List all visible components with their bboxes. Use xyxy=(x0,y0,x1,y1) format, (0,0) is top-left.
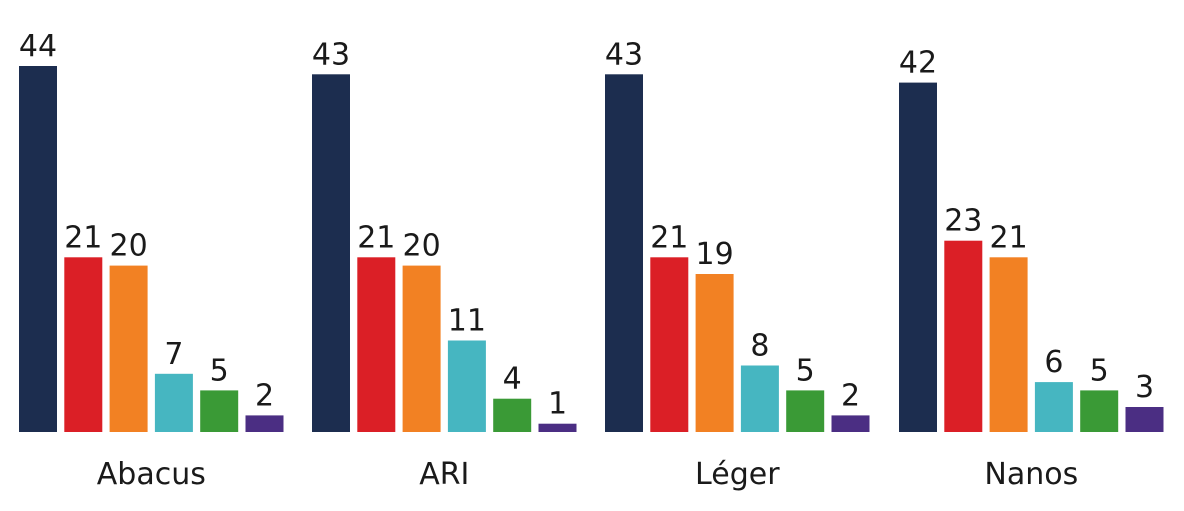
bar-abacus-3 xyxy=(109,265,148,432)
bar-abacus-5 xyxy=(200,390,239,432)
bar-abacus-2 xyxy=(64,257,103,432)
value-label: 21 xyxy=(650,220,688,255)
value-label: 11 xyxy=(448,304,486,339)
value-label: 43 xyxy=(605,37,643,72)
value-label: 20 xyxy=(403,229,441,264)
value-label: 42 xyxy=(899,46,937,81)
bar-léger-4 xyxy=(740,365,779,432)
category-label: Abacus xyxy=(97,457,206,492)
bar-ari-5 xyxy=(493,398,532,432)
value-label: 8 xyxy=(750,329,769,364)
bar-ari-4 xyxy=(447,340,486,432)
bar-ari-1 xyxy=(312,74,350,433)
bar-nanos-1 xyxy=(899,82,937,432)
value-label: 5 xyxy=(1090,353,1109,388)
bar-ari-3 xyxy=(402,265,441,432)
value-label: 3 xyxy=(1135,370,1154,405)
bar-nanos-4 xyxy=(1034,382,1073,432)
bar-nanos-2 xyxy=(944,240,983,432)
value-label: 2 xyxy=(255,378,274,413)
bar-abacus-1 xyxy=(19,66,57,432)
value-label: 20 xyxy=(110,229,148,264)
bar-abacus-4 xyxy=(154,373,193,432)
bar-ari-2 xyxy=(357,257,396,432)
value-label: 4 xyxy=(503,362,522,397)
category-label: Nanos xyxy=(984,457,1078,492)
value-label: 21 xyxy=(357,220,395,255)
category-label: Léger xyxy=(695,457,780,492)
value-label: 44 xyxy=(19,29,57,64)
bar-léger-5 xyxy=(786,390,825,432)
value-label: 7 xyxy=(164,337,183,372)
group-labels-layer: Abacus ARI Léger Nanos xyxy=(97,457,1078,492)
bar-léger-2 xyxy=(650,257,689,432)
bar-abacus-6 xyxy=(245,415,284,432)
value-label: 21 xyxy=(990,220,1028,255)
value-label: 19 xyxy=(696,237,734,272)
value-label: 5 xyxy=(210,353,229,388)
bar-nanos-3 xyxy=(989,257,1028,432)
bar-ari-6 xyxy=(538,423,577,432)
value-label: 43 xyxy=(312,37,350,72)
value-label: 21 xyxy=(64,220,102,255)
value-label: 1 xyxy=(548,387,567,422)
bar-nanos-5 xyxy=(1080,390,1119,432)
category-label: ARI xyxy=(419,457,469,492)
value-label: 6 xyxy=(1044,345,1063,380)
bars-layer xyxy=(19,66,1164,433)
bar-léger-3 xyxy=(695,274,734,432)
value-label: 23 xyxy=(944,204,982,239)
bar-léger-1 xyxy=(605,74,643,433)
value-label: 5 xyxy=(796,353,815,388)
value-label: 2 xyxy=(841,378,860,413)
bar-léger-6 xyxy=(831,415,870,432)
bar-nanos-6 xyxy=(1125,407,1164,432)
